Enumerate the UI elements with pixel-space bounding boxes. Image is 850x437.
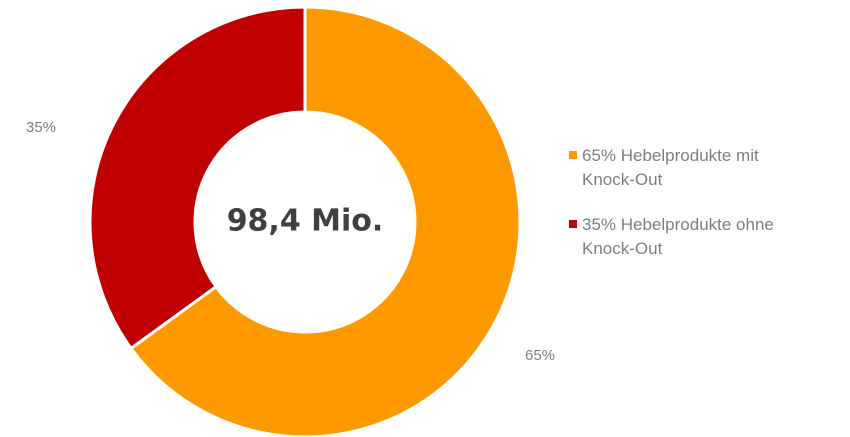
- legend-label-1: 65% Hebelprodukte mit Knock-Out: [582, 146, 759, 189]
- legend-item-2: 35% Hebelprodukte ohne Knock-Out: [569, 213, 844, 261]
- legend: 65% Hebelprodukte mit Knock-Out 35% Hebel…: [569, 144, 844, 282]
- donut-slice-2: [88, 5, 307, 351]
- center-total-label: 98,4 Mio.: [227, 204, 384, 239]
- legend-item-1: 65% Hebelprodukte mit Knock-Out: [569, 144, 844, 192]
- legend-swatch-2: [569, 220, 577, 228]
- data-label-1: 65%: [525, 347, 555, 364]
- legend-swatch-1: [569, 151, 577, 159]
- legend-label-2: 35% Hebelprodukte ohne Knock-Out: [582, 215, 774, 258]
- data-label-2: 35%: [26, 119, 56, 136]
- donut-slices: [88, 5, 522, 437]
- donut-slice-1: [128, 5, 522, 437]
- data-labels: 65% 35%: [26, 119, 555, 364]
